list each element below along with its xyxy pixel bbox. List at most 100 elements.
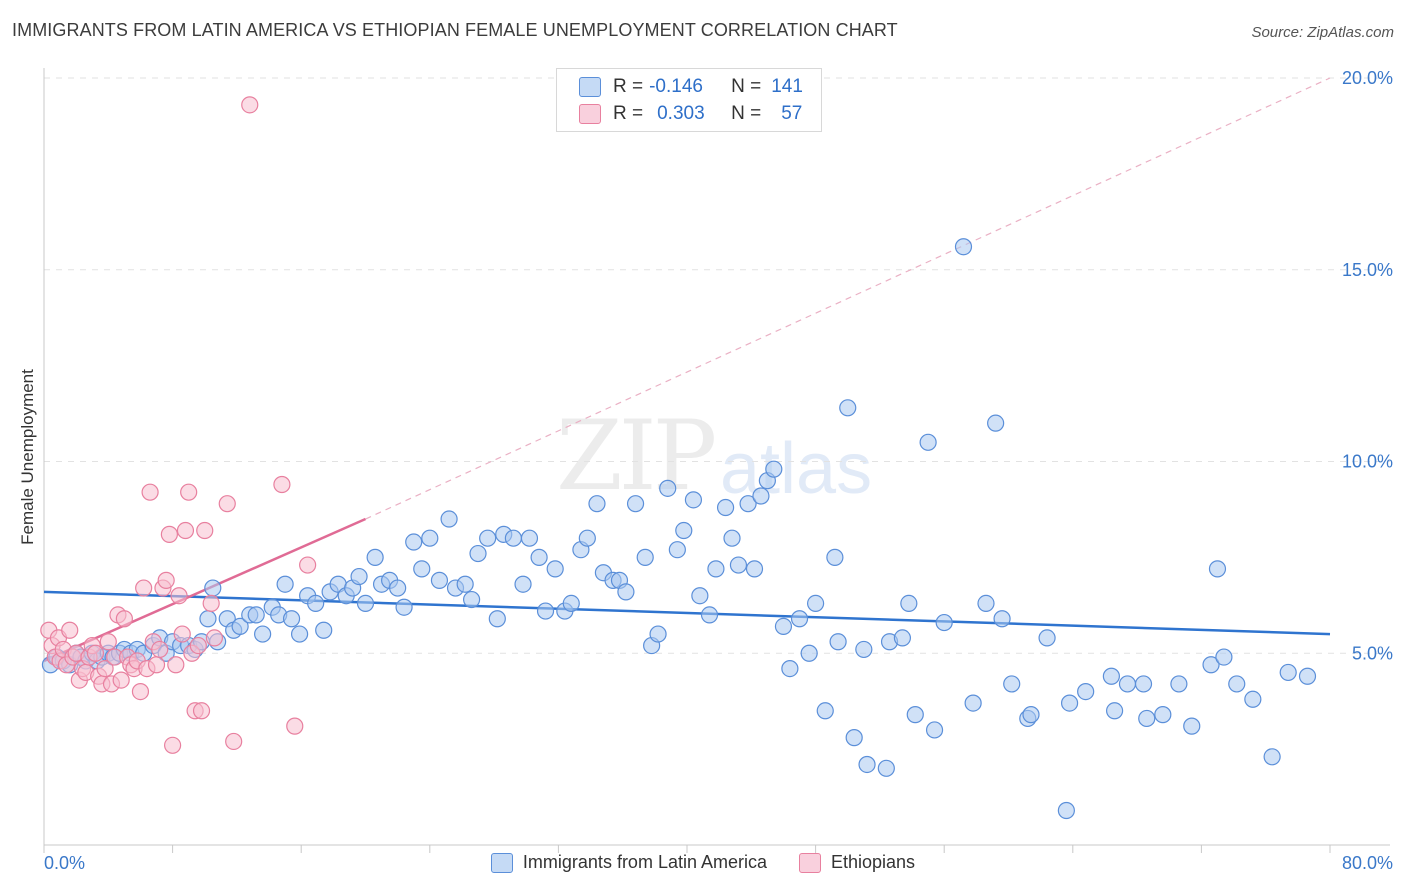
data-point-latin-america	[900, 594, 918, 612]
data-point-latin-america	[1298, 667, 1317, 685]
data-point-ethiopians	[176, 521, 195, 540]
data-point-latin-america	[893, 629, 912, 647]
r-label: R =	[613, 103, 644, 124]
data-point-ethiopians	[147, 656, 166, 674]
data-point-latin-america	[977, 594, 995, 612]
blue-swatch	[579, 77, 601, 97]
data-point-latin-america	[469, 544, 487, 563]
legend-label: Immigrants from Latin America	[522, 852, 767, 872]
data-point-latin-america	[290, 625, 309, 643]
data-point-ethiopians	[135, 579, 153, 597]
data-point-ethiopians	[96, 659, 114, 678]
legend-item-latin-america[interactable]: Immigrants from Latin America	[490, 852, 767, 873]
data-point-latin-america	[204, 579, 222, 597]
legend-item-ethiopians[interactable]: Ethiopians	[799, 852, 915, 873]
data-point-latin-america	[562, 594, 580, 612]
data-point-ethiopians	[286, 717, 304, 735]
data-point-ethiopians	[151, 640, 169, 659]
data-point-latin-america	[765, 460, 783, 478]
data-point-latin-america	[906, 706, 924, 724]
data-point-latin-america	[716, 498, 735, 517]
data-point-latin-america	[919, 433, 937, 451]
data-point-ethiopians	[205, 629, 223, 647]
points-layer	[40, 96, 1317, 820]
data-point-latin-america	[514, 575, 532, 593]
data-point-latin-america	[440, 510, 458, 528]
data-point-latin-america	[504, 529, 522, 547]
data-point-latin-america	[315, 621, 333, 639]
data-point-ethiopians	[99, 633, 117, 651]
y-tick-label: 10.0%	[1342, 452, 1393, 472]
data-point-ethiopians	[131, 682, 150, 701]
data-point-ethiopians	[192, 702, 211, 720]
data-point-latin-america	[745, 560, 764, 578]
data-point-latin-america	[877, 759, 895, 777]
series-legend: Immigrants from Latin America Ethiopians	[0, 852, 1406, 873]
data-point-latin-america	[1060, 694, 1079, 712]
data-point-latin-america	[1134, 675, 1153, 693]
n-label: N =	[731, 103, 762, 124]
data-point-ethiopians	[180, 483, 198, 501]
r-value: 0.303	[657, 103, 705, 124]
data-point-latin-america	[1138, 709, 1156, 728]
data-point-latin-america	[199, 610, 217, 628]
data-point-ethiopians	[86, 644, 105, 662]
data-point-ethiopians	[225, 732, 243, 751]
data-point-ethiopians	[241, 96, 259, 114]
data-point-latin-america	[1003, 675, 1021, 693]
data-point-ethiopians	[189, 636, 207, 655]
data-point-latin-america	[691, 587, 709, 605]
y-tick-label: 20.0%	[1342, 68, 1393, 88]
tick-label-layer: 5.0% 10.0% 15.0% 20.0% 0.0% 80.0%	[44, 68, 1393, 873]
data-point-ethiopians	[196, 521, 214, 540]
data-point-latin-america	[964, 694, 982, 712]
data-point-latin-america	[1263, 748, 1281, 766]
data-point-latin-america	[987, 414, 1005, 432]
data-point-latin-america	[389, 579, 407, 597]
data-point-latin-america	[816, 702, 834, 720]
data-point-latin-america	[231, 617, 249, 636]
data-point-latin-america	[659, 479, 677, 497]
trend-line-ethiopians-extended	[365, 77, 1331, 520]
data-point-ethiopians	[167, 656, 185, 674]
data-point-latin-america	[462, 590, 481, 609]
data-point-latin-america	[954, 238, 973, 256]
data-point-ethiopians	[202, 594, 220, 612]
data-point-ethiopians	[157, 571, 175, 589]
data-point-latin-america	[858, 755, 876, 774]
data-point-ethiopians	[164, 736, 182, 754]
data-point-latin-america	[578, 529, 596, 547]
data-point-latin-america	[790, 610, 809, 628]
data-point-latin-america	[845, 729, 863, 747]
data-point-latin-america	[925, 721, 944, 739]
blue-swatch	[490, 852, 513, 873]
r-value: -0.146	[649, 76, 703, 97]
stats-legend: R = -0.146 N = 141 R = 0.303 N = 57	[556, 68, 822, 132]
y-tick-label: 5.0%	[1352, 643, 1393, 663]
data-point-latin-america	[781, 659, 799, 678]
data-point-ethiopians	[299, 556, 317, 574]
data-point-latin-america	[826, 548, 844, 566]
data-point-latin-america	[456, 575, 474, 593]
data-point-latin-america	[636, 548, 654, 566]
data-point-latin-america	[1183, 717, 1201, 735]
data-point-latin-america	[530, 548, 548, 566]
data-point-latin-america	[276, 575, 294, 593]
data-point-latin-america	[1038, 629, 1056, 647]
data-point-ethiopians	[273, 475, 291, 494]
trend-line-latin-america	[43, 590, 1331, 636]
data-point-latin-america	[1170, 675, 1188, 693]
data-point-latin-america	[855, 640, 873, 659]
data-point-latin-america	[479, 529, 497, 547]
data-point-latin-america	[1279, 663, 1297, 682]
data-point-latin-america	[1022, 706, 1040, 724]
data-point-ethiopians	[160, 525, 178, 543]
data-point-latin-america	[1057, 801, 1075, 820]
data-point-latin-america	[700, 606, 719, 624]
data-point-latin-america	[723, 529, 741, 547]
data-point-latin-america	[774, 617, 793, 636]
pink-swatch	[799, 852, 821, 873]
axis-layer	[43, 68, 1390, 853]
data-point-latin-america	[413, 560, 431, 578]
data-point-latin-america	[739, 495, 757, 513]
